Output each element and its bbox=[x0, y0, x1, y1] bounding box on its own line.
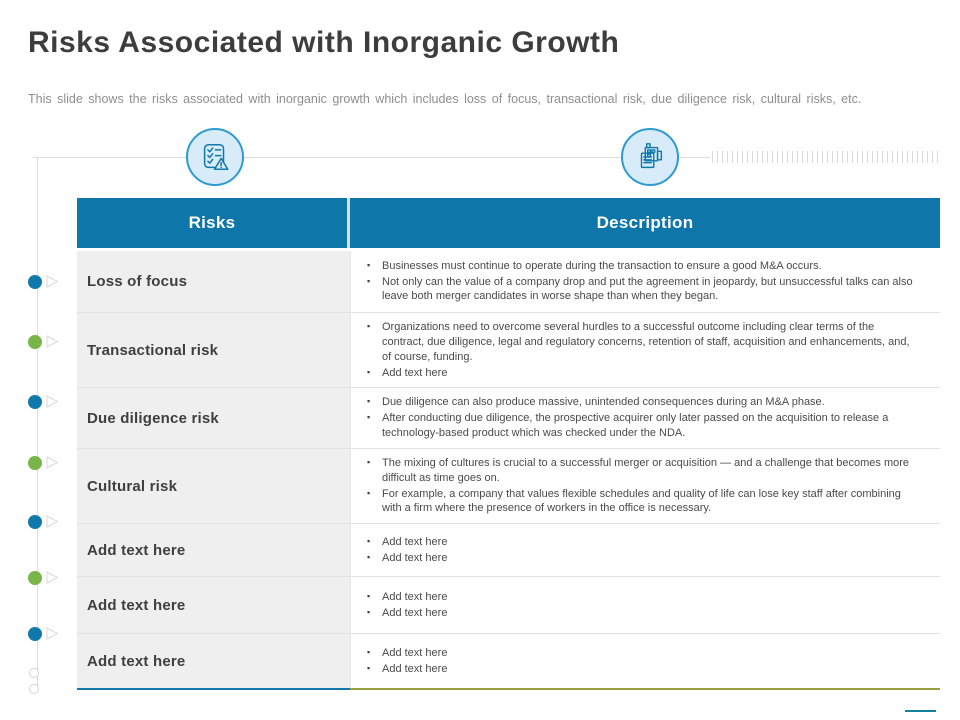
table-row: Loss of focus Businesses must continue t… bbox=[77, 251, 940, 313]
chevron-right-icon bbox=[46, 515, 59, 528]
header-cell-risks: Risks bbox=[77, 198, 350, 248]
marker-dot bbox=[28, 626, 42, 641]
rail-marker bbox=[28, 455, 60, 470]
slide-subtitle: This slide shows the risks associated wi… bbox=[28, 92, 862, 106]
checklist-warning-icon bbox=[186, 128, 244, 186]
risk-cell-placeholder[interactable]: Add text here bbox=[77, 524, 350, 577]
vertical-rail-line bbox=[37, 157, 38, 688]
bullet-item: Organizations need to overcome several h… bbox=[365, 320, 914, 365]
rail-marker bbox=[28, 570, 60, 585]
bullet-list: The mixing of cultures is crucial to a s… bbox=[365, 455, 914, 517]
marker-dot bbox=[28, 455, 42, 470]
bullet-item: Add text here bbox=[365, 366, 914, 381]
marker-dot bbox=[28, 514, 42, 529]
rail-end-circle bbox=[29, 684, 39, 694]
chevron-right-icon bbox=[46, 456, 59, 469]
risks-table: Risks Description Loss of focus Business… bbox=[77, 198, 940, 691]
description-cell[interactable]: Add text here Add text here bbox=[350, 634, 940, 689]
bullet-list: Add text here Add text here bbox=[365, 534, 914, 567]
bullet-item: Add text here bbox=[365, 646, 914, 661]
page-title: Risks Associated with Inorganic Growth bbox=[28, 26, 620, 59]
bullet-list: Add text here Add text here bbox=[365, 589, 914, 622]
table-row: Add text here Add text here Add text her… bbox=[77, 634, 940, 689]
rail-marker bbox=[28, 274, 60, 289]
bullet-list: Add text here Add text here bbox=[365, 645, 914, 678]
bullet-list: Businesses must continue to operate duri… bbox=[365, 258, 914, 306]
bullet-item: Add text here bbox=[365, 535, 914, 550]
description-cell[interactable]: Add text here Add text here bbox=[350, 577, 940, 634]
bullet-item: Add text here bbox=[365, 551, 914, 566]
rail-marker bbox=[28, 394, 60, 409]
risk-cell[interactable]: Cultural risk bbox=[77, 448, 350, 524]
chevron-right-icon bbox=[46, 571, 59, 584]
description-cell[interactable]: Businesses must continue to operate duri… bbox=[350, 251, 940, 312]
table-row: Cultural risk The mixing of cultures is … bbox=[77, 448, 940, 525]
marker-dot bbox=[28, 274, 42, 289]
bullet-item: Add text here bbox=[365, 606, 914, 621]
bullet-list: Due diligence can also produce massive, … bbox=[365, 394, 914, 442]
bullet-item: Add text here bbox=[365, 662, 914, 677]
rail-marker bbox=[28, 514, 60, 529]
bullet-item: After conducting due diligence, the pros… bbox=[365, 411, 914, 441]
risk-cell[interactable]: Due diligence risk bbox=[77, 388, 350, 448]
chevron-right-icon bbox=[46, 275, 59, 288]
header-cell-description: Description bbox=[596, 213, 694, 232]
bullet-item: Not only can the value of a company drop… bbox=[365, 275, 914, 305]
horizontal-connector-line bbox=[33, 157, 710, 158]
table-body: Loss of focus Businesses must continue t… bbox=[77, 251, 940, 689]
marker-dot bbox=[28, 394, 42, 409]
rail-marker bbox=[28, 334, 60, 349]
table-row: Add text here Add text here Add text her… bbox=[77, 524, 940, 578]
bottom-border-olive bbox=[350, 688, 940, 691]
chevron-right-icon bbox=[46, 335, 59, 348]
bullet-item: Businesses must continue to operate duri… bbox=[365, 259, 914, 274]
description-cell[interactable]: The mixing of cultures is crucial to a s… bbox=[350, 448, 940, 524]
table-row: Due diligence risk Due diligence can als… bbox=[77, 388, 940, 449]
bullet-item: Add text here bbox=[365, 590, 914, 605]
risk-cell-placeholder[interactable]: Add text here bbox=[77, 577, 350, 634]
rail-end-circle bbox=[29, 668, 39, 678]
risk-cell[interactable]: Loss of focus bbox=[77, 251, 350, 312]
description-cell[interactable]: Due diligence can also produce massive, … bbox=[350, 388, 940, 448]
table-header-row: Risks Description bbox=[77, 198, 940, 251]
table-row: Add text here Add text here Add text her… bbox=[77, 577, 940, 635]
building-document-icon bbox=[621, 128, 679, 186]
bottom-border-blue bbox=[77, 688, 350, 691]
chevron-right-icon bbox=[46, 627, 59, 640]
description-cell[interactable]: Organizations need to overcome several h… bbox=[350, 313, 940, 388]
bullet-list: Organizations need to overcome several h… bbox=[365, 319, 914, 381]
table-row: Transactional risk Organizations need to… bbox=[77, 313, 940, 389]
risk-cell[interactable]: Transactional risk bbox=[77, 313, 350, 388]
marker-dot bbox=[28, 334, 42, 349]
table-bottom-border bbox=[77, 688, 940, 691]
bullet-item: For example, a company that values flexi… bbox=[365, 487, 914, 517]
description-cell[interactable]: Add text here Add text here bbox=[350, 524, 940, 577]
rail-marker bbox=[28, 626, 60, 641]
risk-cell-placeholder[interactable]: Add text here bbox=[77, 634, 350, 689]
corner-accent-line bbox=[905, 710, 936, 712]
chevron-right-icon bbox=[46, 395, 59, 408]
tick-pattern-decoration bbox=[712, 151, 940, 163]
bullet-item: Due diligence can also produce massive, … bbox=[365, 395, 914, 410]
marker-dot bbox=[28, 570, 42, 585]
bullet-item: The mixing of cultures is crucial to a s… bbox=[365, 456, 914, 486]
